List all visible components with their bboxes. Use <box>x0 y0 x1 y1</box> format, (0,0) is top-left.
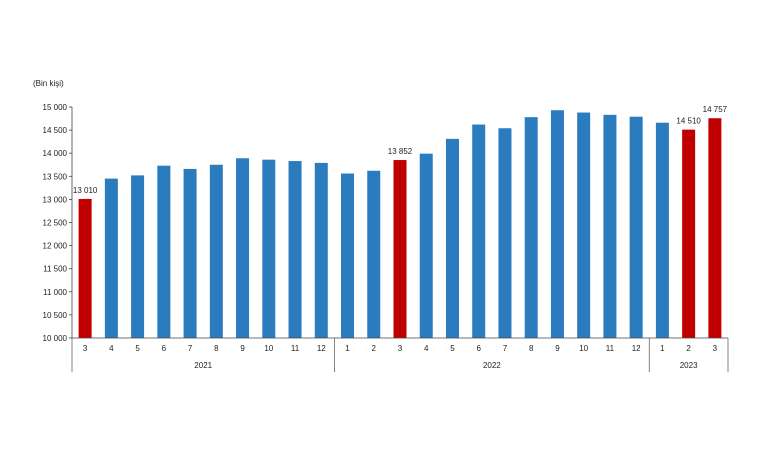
data-label: 14 510 <box>676 117 701 126</box>
x-tick-label: 4 <box>424 344 429 353</box>
x-tick-label: 2 <box>686 344 691 353</box>
y-tick-label: 14 000 <box>43 149 68 158</box>
bar <box>104 178 118 338</box>
x-tick-label: 10 <box>264 344 273 353</box>
y-tick-label: 15 000 <box>43 103 68 112</box>
y-tick-label: 13 000 <box>43 195 68 204</box>
bar <box>78 198 92 338</box>
bars <box>78 110 722 339</box>
bar <box>524 117 538 338</box>
bar <box>445 138 459 338</box>
data-label: 13 010 <box>73 186 98 195</box>
x-tick-label: 3 <box>83 344 88 353</box>
y-tick-label: 10 500 <box>43 311 68 320</box>
year-label: 2023 <box>680 361 698 370</box>
x-tick-label: 2 <box>372 344 377 353</box>
bar <box>131 175 145 338</box>
y-tick-label: 14 500 <box>43 126 68 135</box>
bar <box>655 122 669 338</box>
x-tick-label: 1 <box>345 344 350 353</box>
year-label: 2022 <box>483 361 501 370</box>
x-tick-label: 8 <box>529 344 534 353</box>
bar <box>472 124 486 338</box>
bar <box>236 158 250 338</box>
y-tick-label: 12 000 <box>43 242 68 251</box>
x-tick-label: 11 <box>606 344 615 353</box>
x-tick-label: 5 <box>135 344 140 353</box>
bar <box>577 112 591 338</box>
x-tick-label: 7 <box>503 344 508 353</box>
bar <box>603 114 617 338</box>
bar <box>157 165 171 338</box>
x-tick-label: 12 <box>317 344 326 353</box>
bar <box>288 161 302 338</box>
x-tick-label: 11 <box>291 344 300 353</box>
data-label: 14 757 <box>703 105 728 114</box>
bar <box>367 170 381 338</box>
bar <box>314 162 328 338</box>
x-tick-label: 4 <box>109 344 114 353</box>
x-tick-label: 7 <box>188 344 193 353</box>
y-tick-label: 13 500 <box>43 172 68 181</box>
y-tick-label: 12 500 <box>43 219 68 228</box>
bar <box>708 118 722 339</box>
x-tick-label: 6 <box>162 344 167 353</box>
y-tick-label: 11 000 <box>43 288 67 297</box>
bar <box>341 173 355 338</box>
x-tick-label: 3 <box>398 344 403 353</box>
x-tick-label: 5 <box>450 344 455 353</box>
bar <box>550 110 564 338</box>
y-tick-label: 10 000 <box>43 334 68 343</box>
bar <box>393 160 407 338</box>
x-tick-label: 12 <box>632 344 641 353</box>
bar <box>629 116 643 339</box>
y-axis: 10 000 10 500 11 000 11 500 12 000 12 500 13 0… <box>43 103 73 343</box>
unit-label: (Bin kişi) <box>33 79 64 88</box>
x-tick-label: 1 <box>660 344 665 353</box>
year-label: 2021 <box>194 361 212 370</box>
x-tick-label: 6 <box>476 344 481 353</box>
x-tick-label: 3 <box>713 344 718 353</box>
x-tick-label: 8 <box>214 344 219 353</box>
y-tick-label: 11 500 <box>43 265 67 274</box>
bar <box>498 128 512 338</box>
bar <box>419 153 433 338</box>
bar <box>183 168 197 338</box>
bar <box>262 159 276 338</box>
bar <box>209 164 223 338</box>
x-tick-label: 9 <box>240 344 245 353</box>
x-tick-label: 10 <box>579 344 588 353</box>
data-label: 13 852 <box>388 147 413 156</box>
x-tick-label: 9 <box>555 344 560 353</box>
bar <box>682 129 696 338</box>
